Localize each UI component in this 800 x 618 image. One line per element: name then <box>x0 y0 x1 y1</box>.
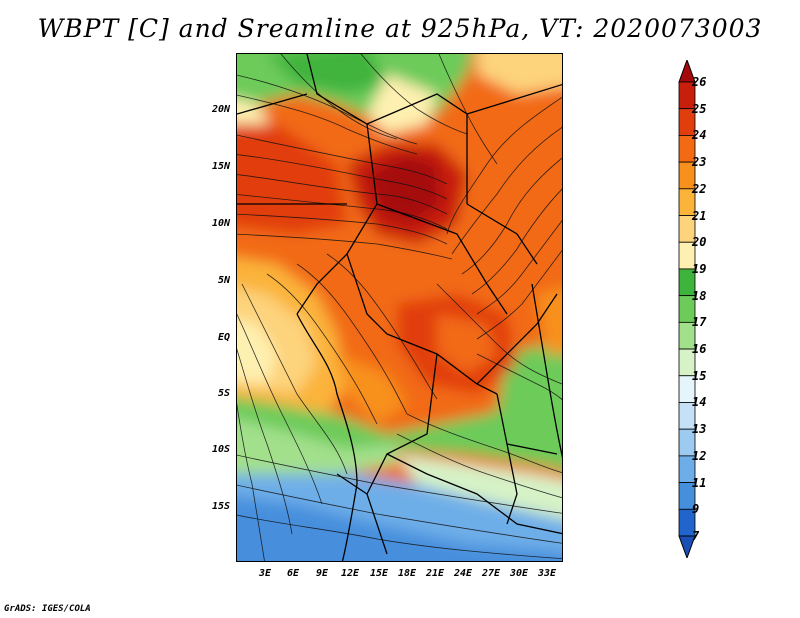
temperature-field <box>237 54 562 561</box>
colorbar-label: 21 <box>692 208 707 223</box>
colorbar-label: 18 <box>692 288 707 303</box>
lon-label: 6E <box>286 568 300 579</box>
lon-label: 15E <box>369 568 389 579</box>
colorbar-label: 12 <box>692 448 707 463</box>
lon-label: 24E <box>453 568 473 579</box>
colorbar-label: 9 <box>692 502 700 517</box>
colorbar-bottom-arrow <box>678 535 696 558</box>
chart-title: WBPT [C] and Sreamline at 925hPa, VT: 20… <box>37 14 763 43</box>
streamlines <box>237 54 562 561</box>
country-borders <box>237 54 562 561</box>
colorbar-label: 24 <box>692 128 707 143</box>
lat-label: 5S <box>217 388 230 399</box>
colorbar-label: 20 <box>692 235 707 250</box>
lat-label: 10S <box>211 444 230 455</box>
lon-label: 12E <box>340 568 360 579</box>
lon-label: 33E <box>537 568 557 579</box>
lat-label: 10N <box>211 218 230 229</box>
lon-label: 21E <box>425 568 445 579</box>
lon-label: 27E <box>481 568 501 579</box>
lat-label: EQ <box>217 332 230 343</box>
credit-text: GrADS: IGES/COLA <box>4 604 91 614</box>
colorbar-label: 7 <box>692 529 700 543</box>
colorbar-label: 15 <box>692 368 707 383</box>
colorbar-label: 26 <box>692 75 707 89</box>
map-panel <box>236 53 563 562</box>
colorbar-label: 16 <box>692 342 707 357</box>
lon-label: 18E <box>397 568 417 579</box>
colorbar-label: 11 <box>692 475 707 490</box>
colorbar-label: 14 <box>692 395 707 410</box>
lat-label: 5N <box>217 275 230 286</box>
lon-label: 9E <box>315 568 329 579</box>
colorbar-label: 25 <box>692 101 707 116</box>
colorbar-label: 19 <box>692 261 707 276</box>
colorbar-label: 22 <box>692 181 707 196</box>
colorbar <box>678 60 696 558</box>
colorbar-label: 17 <box>692 315 707 330</box>
lat-label: 15S <box>211 501 230 512</box>
lon-label: 30E <box>509 568 529 579</box>
colorbar-label: 13 <box>692 422 707 437</box>
lat-label: 15N <box>211 161 230 172</box>
map-canvas <box>237 54 562 561</box>
lon-label: 3E <box>258 568 272 579</box>
colorbar-label: 23 <box>692 155 707 170</box>
lat-label: 20N <box>211 104 230 115</box>
